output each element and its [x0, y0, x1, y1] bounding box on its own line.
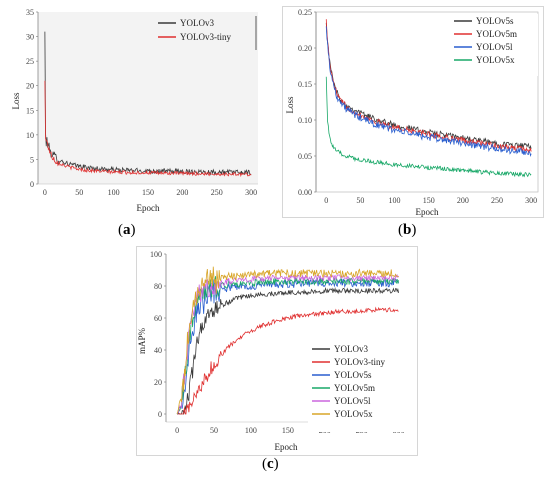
- ytick-a-7: 35: [26, 8, 34, 17]
- xtick-b-6: 300: [525, 196, 537, 205]
- legend-label-c-1: YOLOv3-tiny: [334, 357, 385, 367]
- xtick-a-4: 200: [176, 188, 188, 197]
- series-line-c-1: [177, 306, 399, 415]
- ytick-a-6: 30: [26, 33, 34, 42]
- xtick-b-4: 200: [457, 196, 469, 205]
- legend-label-a-1: YOLOv3-tiny: [180, 32, 231, 42]
- ytick-a-0: 0: [30, 180, 34, 189]
- ytick-a-4: 20: [26, 82, 34, 91]
- xlabel-c: Epoch: [275, 442, 298, 452]
- xtick-b-0: 0: [324, 196, 328, 205]
- legend-c: [308, 342, 416, 432]
- series-line-c-5: [176, 266, 399, 415]
- caption-b-letter: b: [403, 222, 412, 238]
- legend-label-b-3: YOLOv5x: [476, 55, 515, 65]
- legend-label-c-3: YOLOv5m: [334, 383, 375, 393]
- ylabel-a: Loss: [11, 92, 21, 110]
- ylabel-c: mAP%: [137, 328, 147, 355]
- ytick-b-0: 0.00: [298, 188, 312, 197]
- ytick-c-1: 20: [154, 378, 162, 387]
- xtick-a-1: 50: [75, 188, 83, 197]
- xtick-b-2: 100: [389, 196, 401, 205]
- xtick-b-1: 50: [356, 196, 364, 205]
- xtick-c-2: 100: [245, 426, 257, 435]
- xtick-c-0: 0: [175, 426, 179, 435]
- series-line-b-2: [325, 26, 532, 158]
- xtick-b-3: 150: [423, 196, 435, 205]
- panel-a-loss-yolov3: 0 5 10 15 20 25 30 35 0 50 100 150 200 250 300 Epoch Los…: [6, 6, 264, 218]
- chart-b: 0.00 0.05 0.10 0.15 0.20 0.25 0 50 100 150 200 250 3…: [282, 6, 544, 218]
- series-line-c-0: [177, 287, 400, 416]
- panel-c-map: 020406080100050100150200250300EpochmAP%Y…: [136, 246, 418, 456]
- panel-b-loss-yolov5: 0.00 0.05 0.10 0.15 0.20 0.25 0 50 100 150 200 250 3…: [282, 6, 544, 218]
- caption-a: (a): [118, 222, 136, 238]
- ytick-a-2: 10: [26, 131, 34, 140]
- ytick-c-0: 0: [158, 410, 162, 419]
- legend-label-c-5: YOLOv5x: [334, 409, 373, 419]
- ytick-a-5: 25: [26, 57, 34, 66]
- xtick-a-0: 0: [43, 188, 47, 197]
- series-line-a-0: [44, 31, 252, 176]
- series-line-c-2: [176, 278, 399, 415]
- ylabel-b: Loss: [285, 96, 295, 114]
- xtick-b-5: 250: [491, 196, 503, 205]
- caption-c-letter: c: [267, 456, 274, 472]
- xlabel-b: Epoch: [416, 207, 439, 217]
- xtick-a-3: 150: [142, 188, 154, 197]
- chart-c: 020406080100050100150200250300EpochmAP%Y…: [136, 246, 418, 456]
- series-line-b-0: [325, 22, 532, 150]
- legend-label-b-0: YOLOv5s: [476, 16, 514, 26]
- ytick-b-5: 0.25: [298, 8, 312, 17]
- chart-a: 0 5 10 15 20 25 30 35 0 50 100 150 200 250 300 Epoch Los…: [11, 8, 258, 213]
- ytick-a-1: 5: [30, 155, 34, 164]
- series-line-b-1: [325, 19, 532, 154]
- xtick-c-3: 150: [282, 426, 294, 435]
- series-line-c-4: [176, 273, 399, 415]
- series-line-a-1: [44, 80, 252, 178]
- ytick-c-4: 80: [154, 282, 162, 291]
- series-line-b-3: [325, 76, 532, 178]
- legend-a: [154, 16, 256, 50]
- xtick-a-6: 300: [245, 188, 257, 197]
- legend-label-c-2: YOLOv5s: [334, 370, 372, 380]
- xtick-a-2: 100: [108, 188, 120, 197]
- legend-label-a-0: YOLOv3: [180, 18, 214, 28]
- legend-b: [450, 14, 538, 76]
- xtick-a-5: 250: [211, 188, 223, 197]
- xtick-c-1: 50: [210, 426, 218, 435]
- legend-label-b-2: YOLOv5l: [476, 42, 513, 52]
- caption-b: (b): [398, 222, 417, 238]
- ytick-b-4: 0.20: [298, 44, 312, 53]
- caption-c: (c): [262, 456, 279, 472]
- ytick-c-2: 40: [154, 346, 162, 355]
- ytick-b-3: 0.15: [298, 80, 312, 89]
- caption-a-letter: a: [123, 222, 131, 238]
- ytick-c-5: 100: [150, 250, 162, 259]
- xlabel-a: Epoch: [137, 203, 160, 213]
- legend-label-c-4: YOLOv5l: [334, 396, 371, 406]
- ytick-b-2: 0.10: [298, 116, 312, 125]
- ytick-a-3: 15: [26, 106, 34, 115]
- legend-label-c-0: YOLOv3: [334, 344, 368, 354]
- legend-label-b-1: YOLOv5m: [476, 29, 517, 39]
- ytick-b-1: 0.05: [298, 152, 312, 161]
- ytick-c-3: 60: [154, 314, 162, 323]
